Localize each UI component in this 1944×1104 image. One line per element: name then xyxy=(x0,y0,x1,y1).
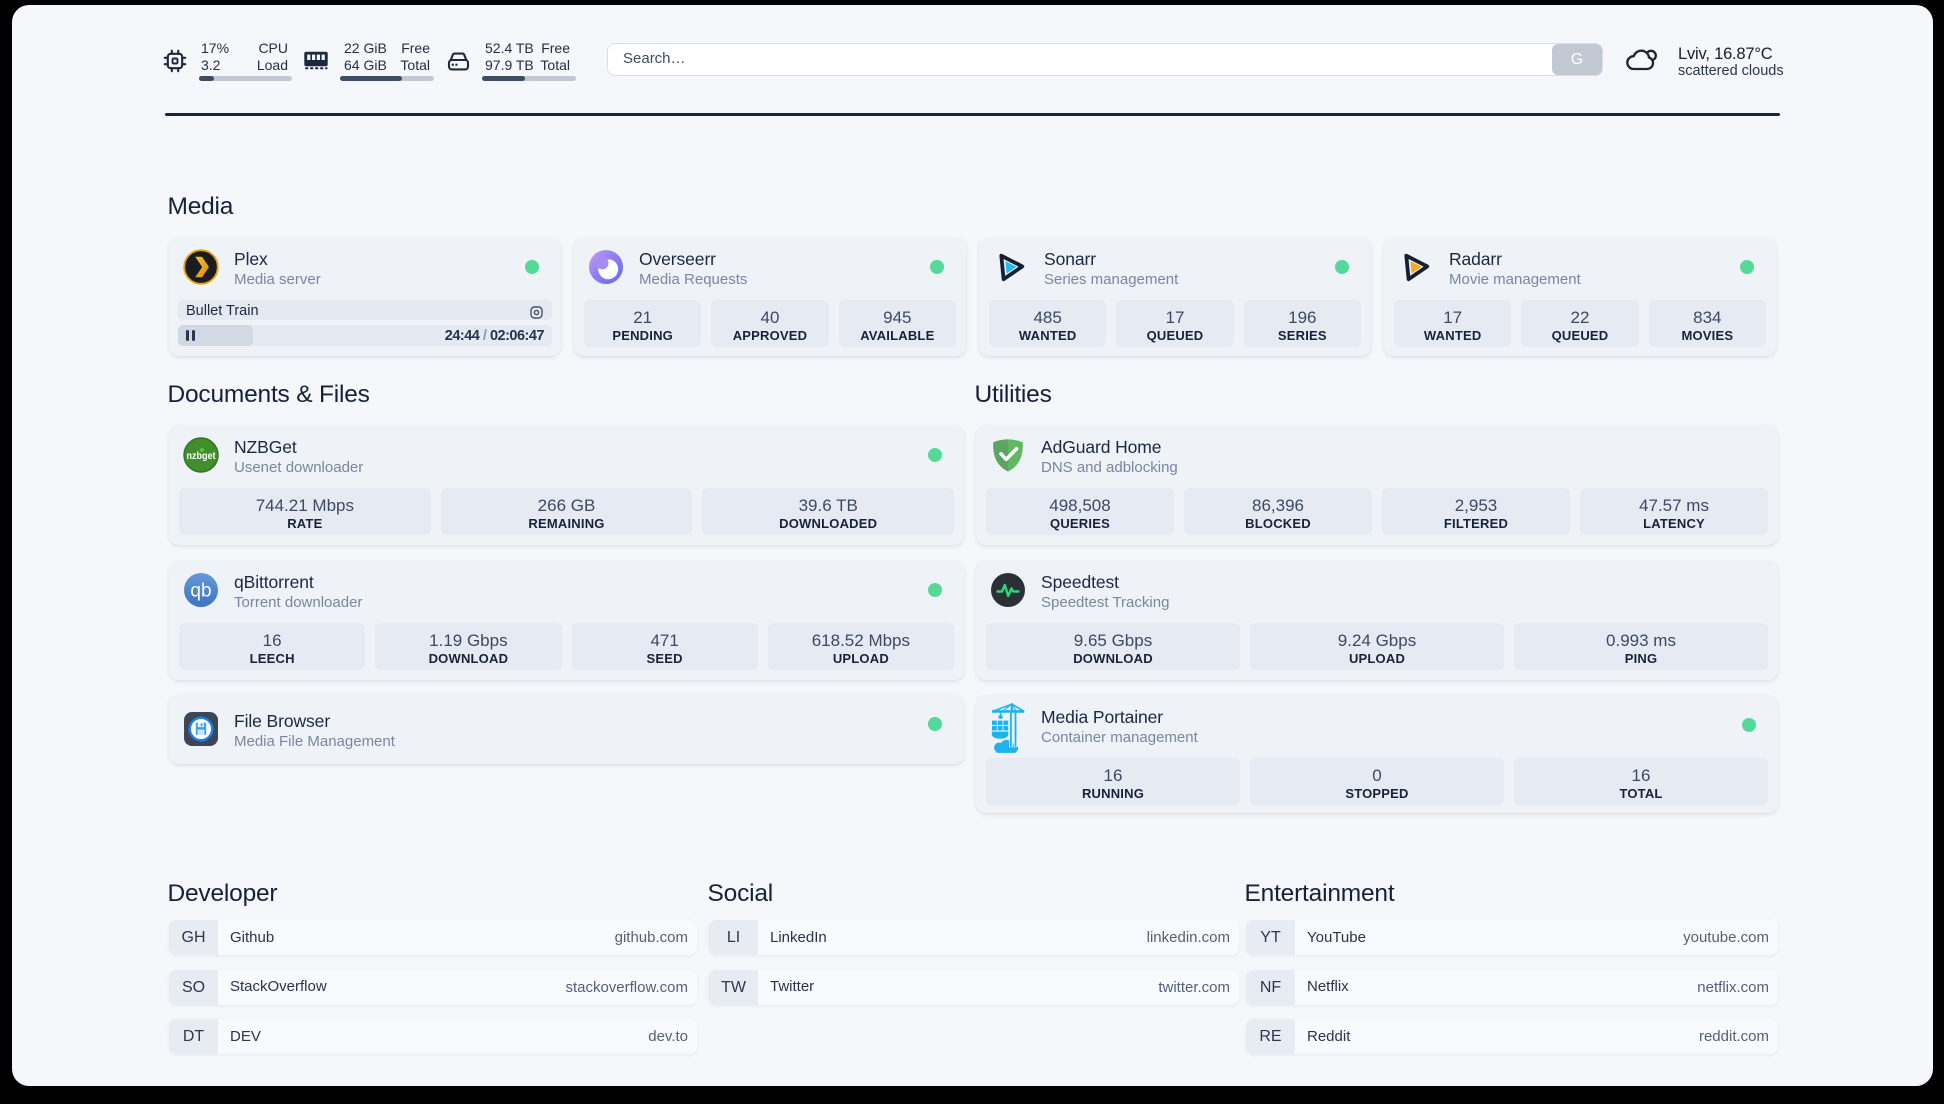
svg-text:nzbget: nzbget xyxy=(187,451,217,462)
svg-text:qb: qb xyxy=(190,581,211,602)
